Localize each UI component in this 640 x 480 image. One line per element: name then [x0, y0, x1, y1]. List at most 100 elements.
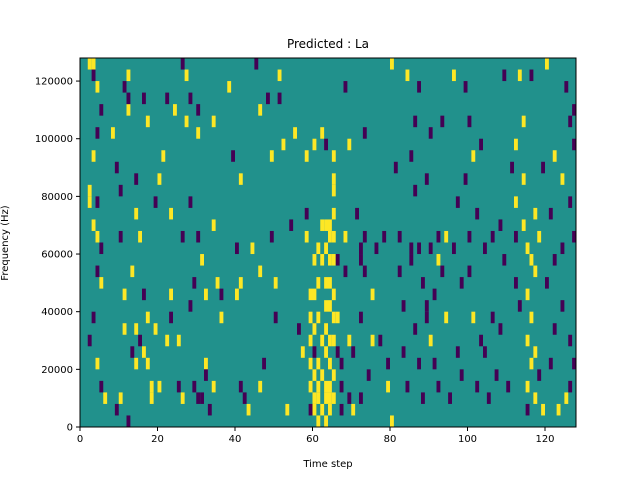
heatmap-cell — [149, 392, 154, 404]
heatmap-cell — [142, 346, 146, 358]
heatmap-cell — [374, 242, 379, 255]
heatmap-cell — [486, 392, 491, 404]
heatmap-cell — [176, 380, 181, 393]
heatmap-cell — [188, 92, 193, 105]
y-axis-label: Frequency (Hz) — [0, 205, 11, 281]
heatmap-cell — [452, 69, 456, 82]
heatmap-cell — [483, 242, 487, 255]
heatmap-cell — [436, 230, 441, 243]
heatmap-cell — [424, 173, 429, 185]
heatmap-cell — [308, 311, 313, 324]
heatmap-cell — [331, 230, 336, 243]
heatmap-cell — [405, 380, 410, 393]
x-tick-label: 120 — [535, 434, 554, 445]
heatmap-cell — [436, 254, 441, 266]
heatmap-cell — [312, 323, 317, 335]
heatmap-cell — [514, 196, 518, 208]
heatmap-cell — [467, 115, 472, 128]
heatmap-cell — [219, 311, 224, 324]
heatmap-cell — [211, 380, 216, 393]
heatmap-cell — [324, 392, 328, 404]
heatmap-cell — [564, 81, 569, 93]
heatmap-cell — [463, 173, 468, 185]
heatmap-cell — [525, 403, 530, 416]
heatmap-cell — [169, 288, 173, 301]
heatmap-cell — [572, 357, 576, 370]
heatmap-cell — [312, 138, 317, 151]
heatmap-cell — [204, 357, 208, 370]
heatmap-cell — [312, 403, 317, 416]
heatmap-cell — [343, 230, 348, 243]
heatmap-cell — [134, 207, 139, 220]
heatmap-cell — [324, 242, 328, 255]
heatmap-cell — [475, 207, 480, 220]
heatmap-cell — [548, 207, 553, 220]
heatmap-cell — [463, 81, 468, 93]
heatmap-cell — [316, 357, 321, 370]
heatmap-cell — [91, 69, 96, 82]
heatmap-cell — [161, 150, 166, 162]
heatmap-cell — [328, 219, 332, 231]
heatmap-cell — [130, 265, 135, 278]
heatmap-cell — [273, 277, 278, 289]
heatmap-cell — [541, 403, 545, 416]
heatmap-cell — [552, 150, 557, 162]
heatmap-cell — [269, 230, 274, 243]
heatmap-cell — [87, 196, 92, 208]
heatmap-cell — [99, 380, 104, 393]
heatmap-cell — [537, 369, 542, 381]
heatmap-cell — [324, 346, 328, 358]
heatmap-cell — [324, 300, 328, 312]
heatmap-cell — [87, 184, 92, 197]
heatmap-cell — [320, 127, 325, 139]
heatmap-cell — [560, 300, 565, 312]
heatmap-cell — [165, 334, 170, 347]
heatmap-cell — [196, 392, 201, 404]
heatmap-cell — [95, 230, 100, 243]
heatmap-cell — [180, 230, 185, 243]
heatmap-cell — [114, 403, 119, 416]
heatmap-cell — [122, 288, 127, 301]
heatmap-cell — [533, 346, 538, 358]
heatmap-cell — [134, 323, 139, 335]
x-tick-label: 60 — [306, 434, 319, 445]
heatmap-cell — [328, 357, 332, 370]
heatmap-cell — [204, 369, 208, 381]
heatmap-cell — [95, 265, 100, 278]
heatmap-cell — [196, 127, 201, 139]
heatmap-cell — [196, 230, 201, 243]
heatmap-cell — [572, 104, 576, 116]
heatmap-cell — [324, 415, 328, 427]
heatmap-cell — [258, 380, 263, 393]
heatmap-cell — [95, 196, 100, 208]
heatmap-cell — [188, 300, 193, 312]
y-tick-label: 100000 — [35, 134, 73, 145]
heatmap-cell — [331, 334, 336, 347]
heatmap-cell — [339, 380, 344, 393]
heatmap-cell — [312, 346, 317, 358]
heatmap-cell — [393, 161, 398, 174]
heatmap-cell — [529, 254, 534, 266]
heatmap-cell — [157, 380, 162, 393]
heatmap-cell — [328, 277, 332, 289]
heatmap-cell — [362, 127, 367, 139]
heatmap-cell — [211, 115, 216, 128]
heatmap-cell — [514, 230, 518, 243]
heatmap-cell — [169, 311, 173, 324]
chart-title: Predicted : La — [287, 37, 369, 51]
heatmap-cell — [467, 230, 472, 243]
heatmap-cell — [401, 346, 406, 358]
x-axis: 0 20 40 60 80 100 120 — [77, 427, 555, 445]
heatmap-cell — [153, 196, 158, 208]
heatmap-cell — [506, 380, 511, 393]
heatmap-cell — [525, 380, 530, 393]
heatmap-cell — [273, 311, 278, 324]
heatmap-cell — [351, 403, 356, 416]
heatmap-cell — [231, 150, 235, 162]
heatmap-cell — [235, 242, 239, 255]
heatmap-cell — [545, 277, 549, 289]
heatmap-cell — [444, 230, 449, 243]
heatmap-cell — [184, 115, 189, 128]
heatmap-cell — [556, 403, 561, 416]
